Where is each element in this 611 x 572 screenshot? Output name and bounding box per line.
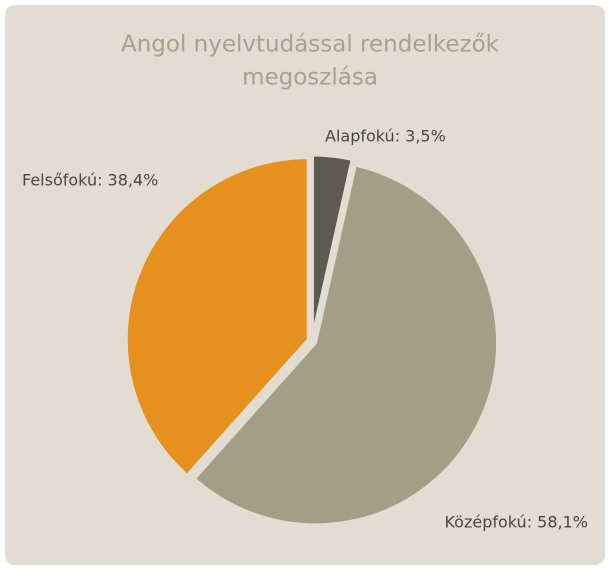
slice-label: Alapfokú: 3,5% [325, 127, 446, 146]
pie-slice [310, 153, 354, 338]
chart-title: Angol nyelvtudással rendelkezők [121, 32, 500, 58]
slice-label: Középfokú: 58,1% [444, 513, 588, 532]
pie-slice [124, 156, 310, 478]
slice-label: Felsőfokú: 38,4% [22, 171, 158, 190]
chart-title: megoszlása [242, 65, 378, 91]
pie-slice [192, 163, 500, 527]
